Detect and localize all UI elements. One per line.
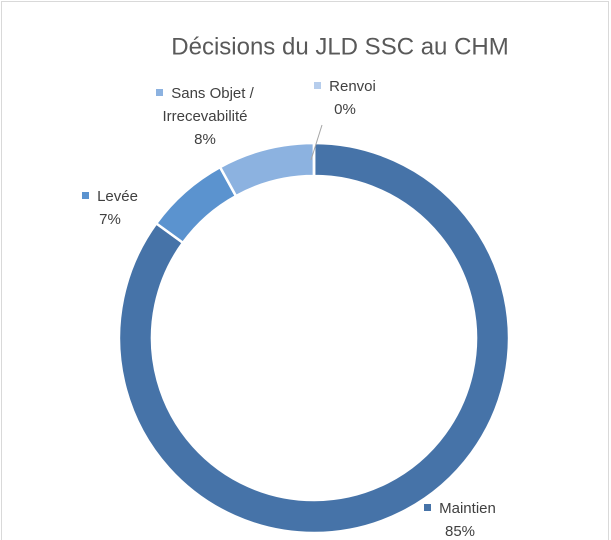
value-label: 0% xyxy=(334,101,356,118)
chart-title: Décisions du JLD SSC au CHM xyxy=(171,33,508,60)
category-label: Sans Objet / Irrecevabilité xyxy=(162,85,254,125)
leader-line xyxy=(310,124,323,161)
legend-swatch xyxy=(314,81,322,89)
legend-swatch xyxy=(82,191,90,199)
value-label: 85% xyxy=(444,523,476,540)
category-label: Maintien xyxy=(439,500,496,517)
legend-swatch xyxy=(424,503,432,511)
label-name-line: Renvoi xyxy=(290,75,400,98)
label-name-line: Levée xyxy=(50,185,170,208)
category-label: Renvoi xyxy=(329,78,376,95)
data-label: Levée 7% xyxy=(50,185,170,231)
label-value-line: 8% xyxy=(140,128,270,151)
label-value-line: 85% xyxy=(400,520,520,540)
label-name-line: Sans Objet / Irrecevabilité xyxy=(140,82,270,128)
value-label: 8% xyxy=(194,131,216,148)
label-value-line: 7% xyxy=(50,208,170,231)
category-label: Levée xyxy=(97,188,138,205)
value-label: 7% xyxy=(99,211,121,228)
label-name-line: Maintien xyxy=(400,497,520,520)
data-label: Maintien 85% xyxy=(400,497,520,540)
legend-swatch xyxy=(156,88,164,96)
donut-segment xyxy=(117,141,511,535)
data-label: Sans Objet / Irrecevabilité 8% xyxy=(140,82,270,151)
data-label: Renvoi 0% xyxy=(290,75,400,121)
label-value-line: 0% xyxy=(290,98,400,121)
